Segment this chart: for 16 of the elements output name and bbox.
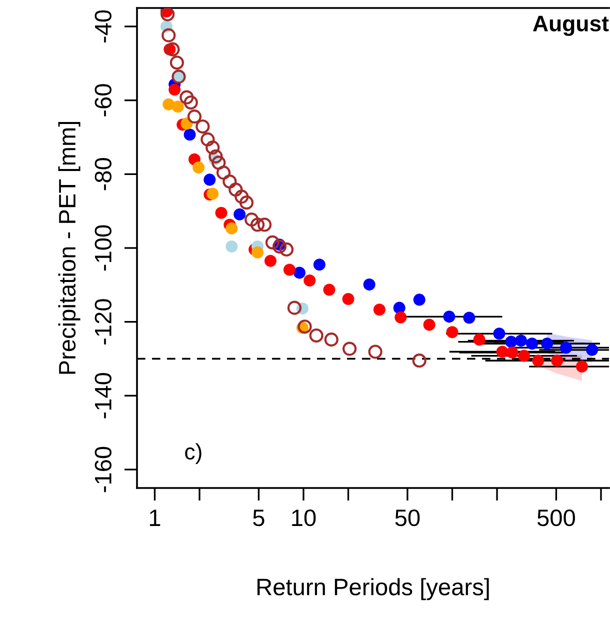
x-tick-label: 500	[537, 509, 575, 526]
x-axis-title: Return Periods [years]	[257, 578, 489, 600]
x-tick-label: 1	[150, 510, 160, 526]
x-tick-label: 10	[292, 509, 316, 526]
y-tick-label: -40	[94, 10, 112, 42]
x-tick-label: 50	[395, 509, 420, 526]
y-tick-label: -140	[94, 372, 112, 418]
y-tick-label: -120	[94, 299, 112, 344]
y-axis-title: Precipitation - PET [mm]	[58, 122, 80, 374]
x-tick-label: 5	[253, 510, 264, 526]
y-tick-label: -160	[94, 446, 112, 492]
annotation: c)	[185, 443, 202, 464]
y-tick-label: -60	[94, 84, 112, 116]
y-tick-label: -100	[94, 225, 112, 271]
y-tick-label: -80	[94, 158, 112, 190]
chart-title: August	[533, 16, 609, 36]
